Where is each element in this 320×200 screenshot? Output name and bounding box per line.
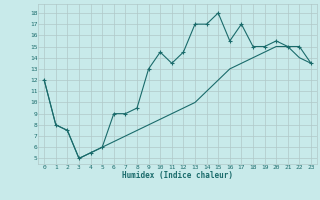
X-axis label: Humidex (Indice chaleur): Humidex (Indice chaleur): [122, 171, 233, 180]
